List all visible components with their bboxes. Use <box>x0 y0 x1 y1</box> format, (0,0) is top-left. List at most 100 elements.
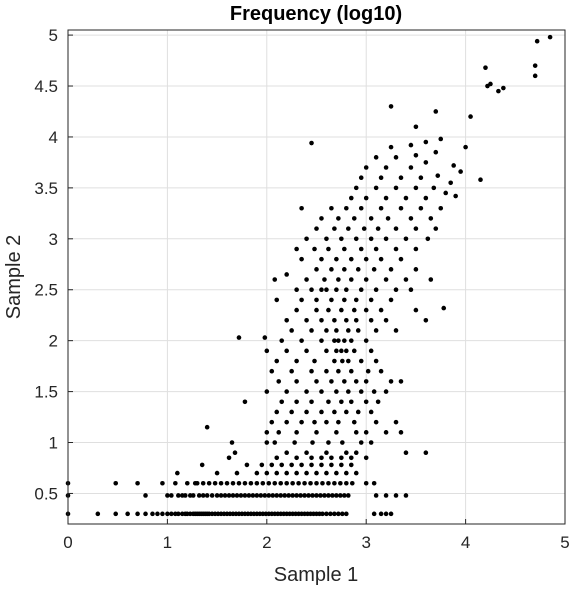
data-point <box>234 493 240 498</box>
data-point <box>319 455 324 461</box>
data-point <box>218 480 224 486</box>
data-point <box>324 328 329 333</box>
data-point <box>378 368 384 374</box>
data-point <box>351 307 357 313</box>
data-point <box>310 440 315 445</box>
data-point <box>226 455 232 461</box>
data-point <box>353 297 359 303</box>
data-point <box>254 470 260 476</box>
data-point <box>218 493 224 498</box>
data-point <box>413 226 419 231</box>
data-point <box>274 493 280 498</box>
data-point <box>314 480 319 486</box>
data-point <box>262 335 268 340</box>
data-point <box>342 267 347 272</box>
y-tick-label: 4 <box>49 128 58 147</box>
data-point <box>322 277 327 282</box>
data-point <box>355 267 361 272</box>
data-point <box>319 287 324 293</box>
data-point <box>284 348 289 354</box>
data-point <box>388 267 394 272</box>
data-point <box>274 297 280 303</box>
data-point <box>453 193 458 199</box>
data-point <box>496 88 501 94</box>
data-point <box>302 480 307 486</box>
data-point <box>304 348 309 354</box>
data-point <box>344 205 349 211</box>
data-point <box>312 419 317 425</box>
data-point <box>332 409 337 415</box>
data-point <box>334 493 339 498</box>
data-point <box>371 511 377 517</box>
data-point <box>336 277 341 282</box>
data-point <box>135 480 140 486</box>
data-point <box>319 409 324 415</box>
data-point <box>373 246 379 252</box>
grid <box>67 30 566 524</box>
data-point <box>408 142 414 148</box>
data-point <box>413 124 419 130</box>
data-point <box>264 470 270 476</box>
data-point <box>339 399 344 405</box>
data-point <box>314 379 319 384</box>
data-point <box>438 136 444 142</box>
data-point <box>385 216 391 221</box>
data-point <box>423 195 429 201</box>
data-point <box>190 493 196 498</box>
data-point <box>258 493 264 498</box>
data-point <box>373 185 379 191</box>
data-point <box>378 511 384 517</box>
data-point <box>276 430 282 435</box>
data-point <box>294 379 299 384</box>
data-point <box>294 307 299 313</box>
data-point <box>403 195 409 201</box>
data-point <box>160 480 165 486</box>
data-point <box>383 493 389 498</box>
data-point <box>398 379 404 384</box>
data-point <box>175 470 180 476</box>
data-points <box>65 34 553 517</box>
data-point <box>336 338 341 343</box>
axis-ticks: 0 1 2 3 4 5 0.5 1 1.5 2 2.5 3 3.5 4 4.5 5 <box>34 26 569 552</box>
y-tick-label: 5 <box>49 26 58 45</box>
data-point <box>351 216 357 221</box>
data-point <box>363 195 369 201</box>
data-point <box>214 493 220 498</box>
data-point <box>433 149 439 155</box>
data-point <box>339 307 344 313</box>
data-point <box>348 277 354 282</box>
data-point <box>403 493 409 498</box>
data-point <box>334 348 339 354</box>
data-point <box>304 317 309 323</box>
data-point <box>329 462 334 468</box>
data-point <box>184 480 190 486</box>
data-point <box>393 287 399 293</box>
data-point <box>214 470 220 476</box>
data-point <box>324 236 329 242</box>
data-point <box>324 450 329 456</box>
data-point <box>348 462 354 468</box>
data-point <box>368 216 374 221</box>
data-point <box>270 493 276 498</box>
data-point <box>413 307 419 313</box>
data-point <box>368 348 374 354</box>
data-point <box>324 287 329 293</box>
data-point <box>334 430 339 435</box>
data-point <box>294 455 299 461</box>
data-point <box>299 256 304 262</box>
data-point <box>413 267 419 272</box>
data-point <box>388 297 394 303</box>
data-point <box>344 317 349 323</box>
data-point <box>342 297 347 303</box>
data-point <box>483 65 488 70</box>
data-point <box>319 462 324 468</box>
data-point <box>342 379 347 384</box>
data-point <box>332 317 337 323</box>
y-tick-label: 3 <box>49 230 58 249</box>
data-point <box>294 399 299 405</box>
data-point <box>292 440 297 445</box>
data-point <box>274 409 280 415</box>
data-point <box>319 389 324 394</box>
data-point <box>348 368 354 374</box>
